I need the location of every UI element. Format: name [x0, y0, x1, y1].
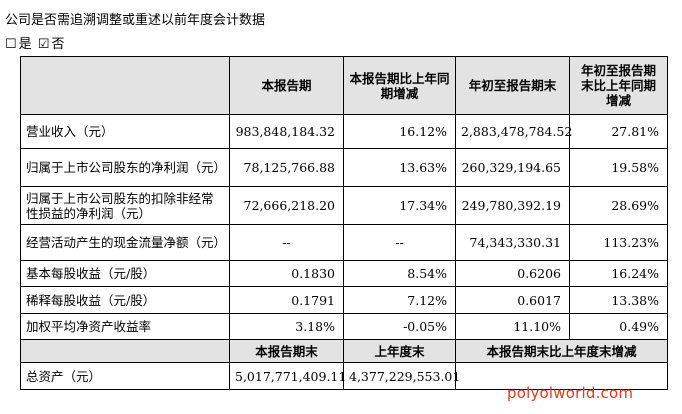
restatement-options: ☐ 是 ☑ 否	[5, 33, 66, 52]
total-assets-change	[455, 362, 668, 390]
option-yes-label: 是	[18, 37, 32, 52]
row-ytd-yoy: 28.69%	[569, 186, 668, 225]
row-ytd-yoy: 13.38%	[569, 286, 668, 314]
row-yoy: 16.12%	[343, 114, 456, 149]
row-label: 归属于上市公司股东的净利润（元）	[20, 148, 230, 187]
row-current: --	[229, 224, 344, 261]
row-label: 经营活动产生的现金流量净额（元）	[20, 224, 230, 261]
option-no-label: 否	[51, 37, 65, 52]
row-yoy: 8.54%	[343, 260, 456, 287]
total-assets-last-year-end: 4,377,229,553.01	[343, 362, 460, 390]
header-ytd: 年初至报告期末	[455, 56, 570, 115]
financial-data-table: 本报告期 本报告期比上年同期增减 年初至报告期末 年初至报告期末比上年同期增减 …	[20, 56, 668, 390]
table-row: 营业收入（元） 983,848,184.32 16.12% 2,883,478,…	[20, 114, 668, 149]
row-current: 3.18%	[229, 313, 344, 340]
row-ytd-yoy: 16.24%	[569, 260, 668, 287]
header-blank	[20, 56, 230, 115]
total-assets-label: 总资产（元）	[20, 362, 230, 390]
row-label: 归属于上市公司股东的扣除非经常性损益的净利润（元）	[20, 186, 230, 225]
table-row: 经营活动产生的现金流量净额（元） -- -- 74,343,330.31 113…	[20, 224, 668, 261]
row-label: 基本每股收益（元/股）	[20, 260, 230, 287]
table-row: 加权平均净资产收益率 3.18% -0.05% 11.10% 0.49%	[20, 313, 668, 340]
row-label: 稀释每股收益（元/股）	[20, 286, 230, 314]
row-ytd: 0.6017	[455, 286, 570, 314]
row-ytd-yoy: 19.58%	[569, 148, 668, 187]
row-ytd-yoy: 0.49%	[569, 313, 668, 340]
table-row: 稀释每股收益（元/股） 0.1791 7.12% 0.6017 13.38%	[20, 286, 668, 314]
row-ytd: 2,883,478,784.52	[455, 114, 572, 149]
header2-change: 本报告期末比上年度末增减	[455, 339, 668, 363]
row-ytd: 74,343,330.31	[455, 224, 570, 261]
watermark: polyolworld.com	[507, 384, 634, 402]
row-ytd: 11.10%	[455, 313, 570, 340]
row-label: 营业收入（元）	[20, 114, 230, 149]
table-header-row: 本报告期 本报告期比上年同期增减 年初至报告期末 年初至报告期末比上年同期增减	[20, 56, 668, 115]
row-label: 加权平均净资产收益率	[20, 313, 230, 340]
header-ytd-yoy: 年初至报告期末比上年同期增减	[569, 56, 668, 115]
row-yoy: 7.12%	[343, 286, 456, 314]
checkbox-yes-icon[interactable]: ☐	[5, 37, 17, 52]
header-yoy: 本报告期比上年同期增减	[343, 56, 456, 115]
table-row: 归属于上市公司股东的净利润（元） 78,125,766.88 13.63% 26…	[20, 148, 668, 187]
total-assets-current-end: 5,017,771,409.11	[229, 362, 346, 390]
checkbox-no-icon[interactable]: ☑	[37, 37, 50, 52]
header2-last-year-end: 上年度末	[343, 339, 456, 363]
table-row: 归属于上市公司股东的扣除非经常性损益的净利润（元） 72,666,218.20 …	[20, 186, 668, 225]
row-current: 78,125,766.88	[229, 148, 344, 187]
row-ytd-yoy: 113.23%	[569, 224, 668, 261]
header2-blank	[20, 339, 230, 363]
row-yoy: 17.34%	[343, 186, 456, 225]
row-ytd-yoy: 27.81%	[569, 114, 668, 149]
header-current: 本报告期	[229, 56, 344, 115]
table-row: 总资产（元） 5,017,771,409.11 4,377,229,553.01	[20, 362, 668, 390]
row-current: 0.1791	[229, 286, 344, 314]
row-ytd: 249,780,392.19	[455, 186, 570, 225]
table-header-row-2: 本报告期末 上年度末 本报告期末比上年度末增减	[20, 339, 668, 363]
row-ytd: 0.6206	[455, 260, 570, 287]
row-yoy: --	[343, 224, 456, 261]
header2-current-end: 本报告期末	[229, 339, 344, 363]
row-ytd: 260,329,194.65	[455, 148, 570, 187]
row-yoy: -0.05%	[343, 313, 456, 340]
row-yoy: 13.63%	[343, 148, 456, 187]
row-current: 72,666,218.20	[229, 186, 344, 225]
row-current: 0.1830	[229, 260, 344, 287]
restatement-question: 公司是否需追溯调整或重述以前年度会计数据	[5, 13, 266, 28]
table-row: 基本每股收益（元/股） 0.1830 8.54% 0.6206 16.24%	[20, 260, 668, 287]
row-current: 983,848,184.32	[229, 114, 344, 149]
